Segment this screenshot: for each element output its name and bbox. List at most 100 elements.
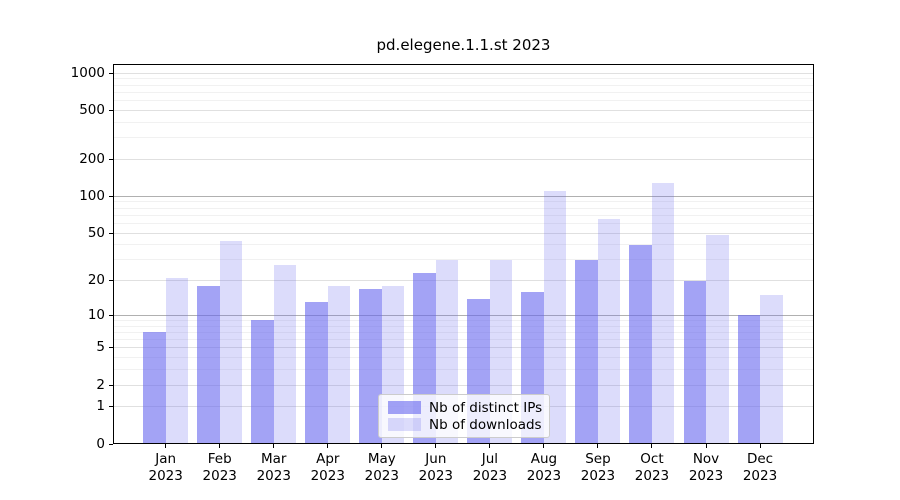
bar-ips-apr xyxy=(305,302,328,444)
gridline xyxy=(114,384,813,386)
y-tick-mark xyxy=(109,158,113,160)
x-tick-mark xyxy=(273,444,275,448)
y-tick-label: 100 xyxy=(79,187,105,204)
gridline-minor xyxy=(114,84,813,86)
gridline xyxy=(114,347,813,349)
y-tick-label: 20 xyxy=(87,272,105,289)
bar-ips-sep xyxy=(575,259,598,444)
x-tick-mark xyxy=(165,444,167,448)
y-tick-label: 1 xyxy=(96,398,105,415)
x-tick-label: Aug 2023 xyxy=(526,451,562,484)
y-tick-label: 2 xyxy=(96,376,105,393)
x-tick-mark xyxy=(219,444,221,448)
legend-label-downloads: Nb of downloads xyxy=(429,416,542,433)
x-tick-label: Dec 2023 xyxy=(742,451,778,484)
y-tick-mark xyxy=(109,195,113,197)
gridline-minor xyxy=(114,137,813,139)
y-tick-mark xyxy=(109,280,113,282)
bar-downloads-dec xyxy=(760,295,783,444)
x-tick-mark xyxy=(489,444,491,448)
x-tick-mark xyxy=(435,444,437,448)
bar-downloads-nov xyxy=(706,235,729,444)
gridline-minor xyxy=(114,259,813,261)
y-tick-label: 10 xyxy=(87,306,105,323)
gridline xyxy=(114,314,813,316)
bar-ips-dec xyxy=(737,315,761,444)
plot-frame xyxy=(113,64,814,444)
gridline-minor xyxy=(114,201,813,203)
x-tick-label: Nov 2023 xyxy=(688,451,724,484)
y-tick-label: 5 xyxy=(96,339,105,356)
y-tick-label: 1000 xyxy=(70,64,105,81)
x-tick-mark xyxy=(597,444,599,448)
chart-title: pd.elegene.1.1.st 2023 xyxy=(376,36,551,54)
y-tick-label: 50 xyxy=(87,224,105,241)
x-tick-label: Jun 2023 xyxy=(418,451,454,484)
y-tick-label: 500 xyxy=(79,101,105,118)
legend-swatch-downloads xyxy=(388,418,421,431)
gridline-minor xyxy=(114,244,813,246)
y-tick-mark xyxy=(109,347,113,349)
legend-swatch-ips xyxy=(388,401,421,414)
y-tick-mark xyxy=(109,443,113,445)
x-tick-label: Jul 2023 xyxy=(472,451,508,484)
y-tick-mark xyxy=(109,232,113,234)
gridline-minor xyxy=(114,121,813,123)
bar-ips-jan xyxy=(143,332,166,444)
legend: Nb of distinct IPs Nb of downloads xyxy=(378,394,550,438)
legend-label-ips: Nb of distinct IPs xyxy=(429,399,543,416)
gridline-minor xyxy=(114,325,813,327)
gridline xyxy=(114,72,813,74)
bar-ips-may xyxy=(359,288,382,444)
legend-row-ips: Nb of distinct IPs xyxy=(388,399,543,416)
gridline xyxy=(114,232,813,234)
x-tick-label: Feb 2023 xyxy=(202,451,237,484)
bar-downloads-aug xyxy=(543,191,567,444)
y-tick-mark xyxy=(109,314,113,316)
x-tick-label: Oct 2023 xyxy=(634,451,670,484)
bar-ips-mar xyxy=(251,320,274,444)
gridline-minor xyxy=(114,78,813,80)
x-tick-label: Jan 2023 xyxy=(148,451,183,484)
x-tick-label: Apr 2023 xyxy=(310,451,345,484)
gridline-minor xyxy=(114,214,813,216)
gridline-minor xyxy=(114,339,813,341)
gridline-minor xyxy=(114,331,813,333)
bar-ips-nov xyxy=(683,280,706,444)
bar-downloads-sep xyxy=(597,219,621,444)
bar-downloads-apr xyxy=(327,286,351,444)
y-tick-mark xyxy=(109,72,113,74)
x-tick-mark xyxy=(759,444,761,448)
gridline-minor xyxy=(114,91,813,93)
x-tick-mark xyxy=(381,444,383,448)
y-tick-mark xyxy=(109,406,113,408)
gridline-minor xyxy=(114,207,813,209)
gridline xyxy=(114,158,813,160)
y-tick-label: 200 xyxy=(79,150,105,167)
x-tick-label: Mar 2023 xyxy=(256,451,291,484)
gridline xyxy=(114,280,813,282)
gridline xyxy=(114,109,813,111)
x-tick-mark xyxy=(651,444,653,448)
x-tick-label: Sep 2023 xyxy=(580,451,616,484)
y-tick-label: 0 xyxy=(96,435,105,452)
gridline-minor xyxy=(114,319,813,321)
y-tick-mark xyxy=(109,384,113,386)
bar-downloads-feb xyxy=(219,240,243,444)
bar-ips-oct xyxy=(629,244,652,444)
bar-downloads-oct xyxy=(651,183,675,444)
y-tick-mark xyxy=(109,109,113,111)
bar-downloads-jan xyxy=(165,278,189,444)
gridline-minor xyxy=(114,369,813,371)
bar-ips-feb xyxy=(197,286,220,444)
x-tick-mark xyxy=(543,444,545,448)
gridline xyxy=(114,195,813,197)
gridline-minor xyxy=(114,100,813,102)
x-tick-mark xyxy=(705,444,707,448)
legend-row-downloads: Nb of downloads xyxy=(388,416,542,433)
x-tick-mark xyxy=(327,444,329,448)
gridline-minor xyxy=(114,222,813,224)
bar-downloads-mar xyxy=(273,265,297,444)
gridline-minor xyxy=(114,357,813,359)
